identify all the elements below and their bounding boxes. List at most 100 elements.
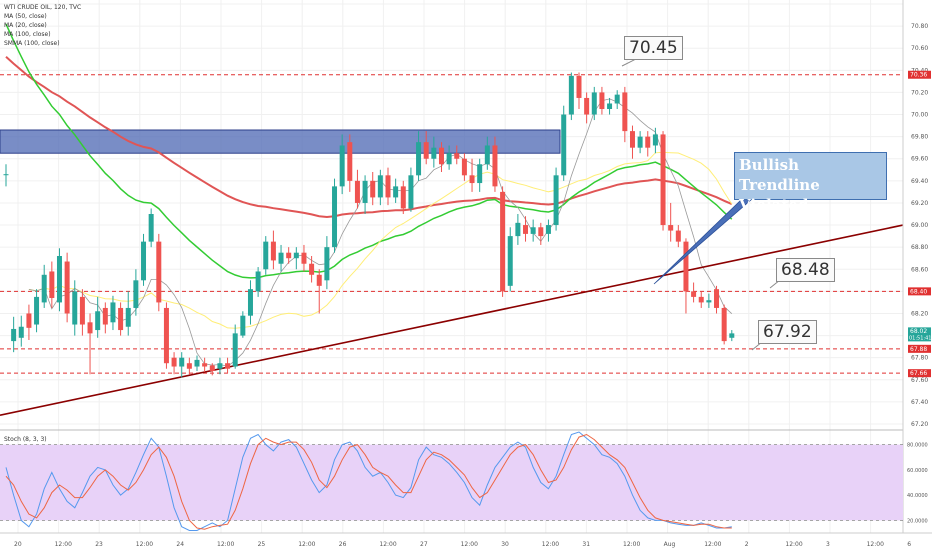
price-tag-label: 68.40 [910, 288, 927, 295]
bearish-candle [683, 241, 689, 292]
bullish-candle [263, 241, 269, 270]
bullish-candle [247, 289, 253, 316]
bullish-candle [179, 357, 185, 367]
legend-ma50: MA (50, close) [4, 13, 47, 20]
bullish-candle [362, 180, 368, 203]
bearish-candle [675, 230, 681, 242]
bearish-candle [461, 158, 467, 176]
bullish-candle [561, 114, 567, 176]
time-tick-label: 26 [339, 541, 347, 548]
bearish-candle [698, 296, 704, 303]
current-price-label: 68.02 [910, 328, 927, 335]
price-tick-label: 69.40 [911, 178, 928, 185]
bullish-candle [416, 142, 422, 176]
bearish-candle [64, 261, 70, 314]
bullish-candle [431, 147, 437, 159]
bullish-candle [591, 92, 597, 115]
bullish-candle [56, 256, 62, 303]
bearish-candle [622, 92, 628, 132]
smma100-line [5, 55, 733, 219]
stoch-tick-label: 20.0000 [907, 518, 928, 524]
bullish-candle [141, 241, 147, 281]
time-tick-label: 24 [176, 541, 184, 548]
bearish-candle [438, 147, 444, 165]
time-tick-label: 31 [582, 541, 590, 548]
bearish-candle [301, 252, 307, 264]
price-tag-label: 67.88 [910, 346, 927, 353]
price-tag-box [908, 70, 931, 79]
time-tick-label: 12:00 [704, 541, 721, 548]
bearish-candle [385, 175, 391, 198]
bearish-candle [49, 271, 55, 298]
bullish-candle [293, 252, 299, 259]
bullish-candle [568, 75, 574, 115]
price-tag-box [908, 369, 931, 378]
bullish-candle [507, 236, 513, 286]
bearish-candle [347, 142, 353, 181]
time-tick-label: 12:00 [542, 541, 559, 548]
bearish-candle [26, 313, 32, 328]
bullish-candle [446, 153, 452, 165]
price-tick-label: 69.80 [911, 134, 928, 141]
countdown-label: 01:51:41 [909, 335, 931, 341]
price-tick-label: 70.80 [911, 23, 928, 30]
price-tag-box [908, 344, 931, 353]
price-tick-label: 70.60 [911, 45, 928, 52]
bullish-candle [3, 174, 9, 176]
price-tick-label: 69.20 [911, 200, 928, 207]
bullish-candle [11, 328, 17, 342]
bullish-candle [324, 247, 330, 281]
bullish-candle [125, 307, 131, 327]
bullish-candle [110, 302, 116, 323]
stoch-tick-label: 80.0000 [907, 443, 928, 449]
bearish-candle [576, 75, 582, 98]
bearish-candle [370, 180, 376, 198]
bearish-candle [500, 191, 506, 292]
stoch-tick-label: 60.0000 [907, 468, 928, 474]
ascending-trendline [0, 224, 904, 416]
bullish-candle [729, 333, 735, 338]
bearish-candle [118, 307, 124, 331]
legend-ma100: MA (100, close) [4, 31, 51, 38]
bearish-candle [599, 92, 605, 109]
bullish-candle [232, 333, 238, 367]
trendline-callout: Bullish Trendline Violated [734, 152, 887, 214]
bearish-candle [492, 145, 498, 187]
bearish-candle [270, 241, 276, 261]
bearish-candle [286, 252, 292, 259]
bullish-candle [553, 175, 559, 226]
bearish-candle [163, 307, 169, 364]
bearish-candle [156, 241, 162, 303]
bullish-candle [217, 363, 223, 369]
bullish-candle [240, 315, 246, 336]
stoch-tick-label: 40.0000 [907, 493, 928, 499]
bearish-candle [225, 363, 231, 369]
bullish-candle [652, 134, 658, 146]
bullish-candle [95, 311, 101, 331]
legend: WTI CRUDE OIL, 120, TVC MA (50, close) M… [4, 3, 81, 48]
time-tick-label: 12:00 [867, 541, 884, 548]
bearish-candle [316, 274, 322, 286]
time-tick-label: 27 [420, 541, 428, 548]
bearish-candle [523, 225, 529, 234]
bullish-candle [41, 274, 47, 303]
bullish-candle [530, 227, 536, 234]
stoch-label: Stoch (8, 3, 3) [4, 436, 47, 443]
price-axis [903, 0, 932, 533]
bullish-candle [72, 291, 78, 325]
time-tick-label: 12:00 [298, 541, 315, 548]
time-tick-label: 12:00 [461, 541, 478, 548]
price-tick-label: 68.80 [911, 244, 928, 251]
bearish-candle [79, 296, 85, 325]
price-tag-label: 70.36 [910, 72, 927, 79]
bullish-candle [278, 252, 284, 264]
bullish-candle [148, 214, 154, 242]
bearish-candle [186, 363, 192, 369]
time-tick-label: 12:00 [623, 541, 640, 548]
time-tick-label: 2 [745, 541, 749, 548]
stoch-d-line [5, 433, 732, 530]
bullish-candle [34, 296, 40, 325]
bullish-candle [477, 164, 483, 184]
